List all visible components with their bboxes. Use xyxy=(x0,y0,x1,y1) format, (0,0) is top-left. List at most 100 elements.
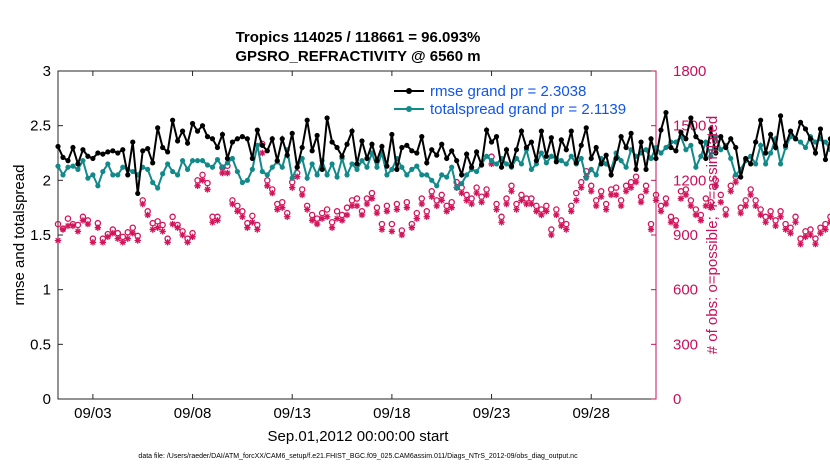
obs-assimilated-marker xyxy=(752,202,759,210)
y-tick-label: 0 xyxy=(43,391,51,408)
rmse-point xyxy=(743,155,749,162)
obs-assimilated-marker xyxy=(742,202,749,210)
rmse-point xyxy=(683,136,689,142)
rmse-point xyxy=(294,164,300,170)
obs-assimilated-marker xyxy=(548,231,555,239)
totalspread-point xyxy=(170,168,176,175)
rmse-point xyxy=(598,161,604,167)
rmse-point xyxy=(503,147,510,153)
obs-assimilated-marker xyxy=(762,219,769,226)
rmse-point xyxy=(179,128,186,134)
totalspread-point xyxy=(474,168,480,175)
totalspread-point xyxy=(488,158,495,164)
obs-possible-marker xyxy=(702,195,710,202)
obs-assimilated-marker xyxy=(393,206,401,213)
rmse-point xyxy=(558,137,564,143)
rmse-point xyxy=(80,147,86,153)
totalspread-point xyxy=(593,172,599,178)
rmse-point xyxy=(533,158,540,164)
obs-assimilated-marker xyxy=(244,224,251,231)
y2-axis-label: # of obs: o=possible; ∗=assimilated xyxy=(704,116,721,355)
y-tick-label: 3 xyxy=(43,63,51,80)
obs-assimilated-marker xyxy=(84,220,92,228)
rmse-point xyxy=(723,144,729,151)
totalspread-point xyxy=(777,161,784,167)
rmse-point xyxy=(254,127,260,133)
rmse-point xyxy=(219,131,226,138)
obs-assimilated-marker xyxy=(702,202,710,210)
rmse-point xyxy=(70,144,76,151)
rmse-point xyxy=(733,144,739,151)
obs-assimilated-marker xyxy=(588,188,595,195)
rmse-point xyxy=(777,113,784,119)
rmse-point xyxy=(628,130,634,136)
rmse-point xyxy=(165,149,171,155)
rmse-point xyxy=(493,134,500,140)
obs-assimilated-marker xyxy=(328,224,336,231)
rmse-point xyxy=(189,120,196,127)
obs-assimilated-marker xyxy=(458,189,465,197)
totalspread-point xyxy=(324,172,330,178)
totalspread-point xyxy=(194,158,201,164)
rmse-point xyxy=(279,136,285,142)
rmse-point xyxy=(199,123,206,129)
obs-assimilated-marker xyxy=(149,226,156,233)
rmse-point xyxy=(379,143,385,150)
obs-assimilated-marker xyxy=(667,219,675,226)
rmse-point xyxy=(713,150,719,156)
rmse-point xyxy=(513,147,520,153)
rmse-point xyxy=(65,158,71,164)
obs-assimilated-marker xyxy=(184,239,191,246)
rmse-point xyxy=(812,150,819,156)
obs-possible-marker xyxy=(662,195,670,202)
rmse-point xyxy=(349,128,355,134)
obs-assimilated-marker xyxy=(687,202,695,210)
rmse-point xyxy=(60,154,66,160)
obs-assimilated-marker xyxy=(408,224,416,231)
obs-possible-marker xyxy=(333,208,341,215)
totalspread-point xyxy=(449,164,455,170)
totalspread-point xyxy=(763,161,769,167)
rmse-point xyxy=(224,155,231,162)
totalspread-point xyxy=(100,168,106,175)
obs-assimilated-marker xyxy=(627,184,635,191)
obs-assimilated-marker xyxy=(214,217,221,224)
rmse-point xyxy=(523,144,530,151)
obs-assimilated-marker xyxy=(782,226,789,233)
rmse-point xyxy=(299,144,305,151)
obs-assimilated-marker xyxy=(757,211,764,219)
totalspread-point xyxy=(434,183,440,189)
rmse-point xyxy=(429,147,435,153)
obs-assimilated-marker xyxy=(308,217,316,224)
obs-possible-marker xyxy=(573,189,580,197)
obs-assimilated-marker xyxy=(602,206,610,213)
obs-assimilated-marker xyxy=(264,182,271,189)
obs-assimilated-marker xyxy=(99,239,107,246)
rmse-point xyxy=(135,190,141,197)
y2-tick-label: 300 xyxy=(673,336,698,353)
totalspread-point xyxy=(768,150,774,156)
rmse-point xyxy=(478,162,485,168)
obs-assimilated-marker xyxy=(54,237,62,244)
totalspread-point xyxy=(80,158,86,164)
obs-assimilated-marker xyxy=(403,204,411,211)
obs-assimilated-marker xyxy=(468,200,475,208)
rmse-point xyxy=(807,136,814,142)
obs-assimilated-marker xyxy=(219,169,226,177)
obs-assimilated-marker xyxy=(428,193,435,200)
obs-assimilated-marker xyxy=(179,231,186,239)
rmse-point xyxy=(678,129,684,135)
obs-assimilated-marker xyxy=(493,206,500,213)
rmse-point xyxy=(623,144,629,151)
legend-totalspread-marker xyxy=(406,106,412,112)
obs-assimilated-marker xyxy=(692,211,700,219)
rmse-point xyxy=(95,150,101,156)
obs-assimilated-marker xyxy=(787,229,794,237)
obs-assimilated-marker xyxy=(488,160,495,168)
totalspread-point xyxy=(224,160,231,166)
obs-assimilated-marker xyxy=(189,233,196,241)
obs-assimilated-marker xyxy=(682,191,690,199)
totalspread-point xyxy=(643,147,649,153)
rmse-point xyxy=(698,139,704,145)
x-tick-label: 09/08 xyxy=(174,405,212,422)
